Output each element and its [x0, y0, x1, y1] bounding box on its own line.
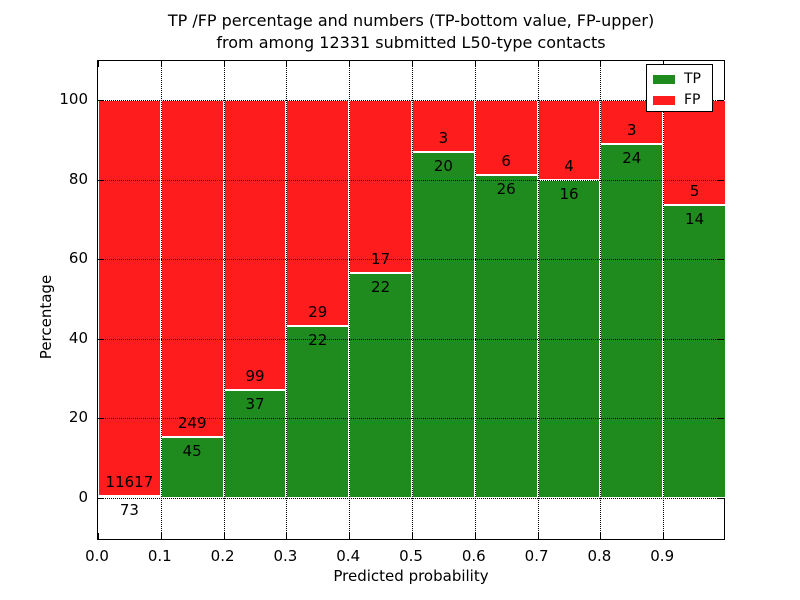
gridline-v-0.5 — [412, 61, 413, 539]
gridline-h-80 — [98, 179, 724, 181]
bar-fp-segment-1 — [160, 100, 224, 438]
gridline-v-0.4 — [349, 61, 351, 539]
y-tick-label-80: 80 — [68, 169, 88, 188]
x-tick-label-0.8: 0.8 — [587, 547, 612, 565]
gridline-v-0.2 — [223, 61, 225, 539]
tp-count-label-0: 73 — [119, 500, 139, 519]
tp-count-label-7: 16 — [559, 184, 579, 203]
legend-swatch-fp — [653, 95, 675, 105]
fp-count-label-1: 249 — [177, 414, 207, 433]
bar-fp-segment-2 — [223, 100, 287, 390]
gridline-v-0.9 — [663, 61, 665, 539]
gridline-h-100 — [98, 100, 724, 101]
legend-swatch-tp — [653, 74, 675, 84]
chart-title-line2: from among 12331 submitted L50-type cont… — [216, 33, 606, 52]
gridline-v-0.1 — [160, 61, 162, 539]
y-tick-label-60: 60 — [68, 249, 88, 268]
gridline-v-0.3 — [286, 61, 288, 539]
fp-count-label-9: 5 — [689, 181, 700, 200]
bar-tp-segment-8 — [600, 144, 664, 498]
bar-tp-segment-3 — [286, 326, 350, 498]
tp-count-label-8: 24 — [622, 149, 642, 168]
fp-count-label-7: 4 — [564, 156, 574, 175]
x-axis-label: Predicted probability — [333, 567, 489, 585]
fp-count-label-4: 17 — [371, 250, 391, 269]
tp-count-label-4: 22 — [371, 278, 391, 297]
y-tick-label-0: 0 — [78, 488, 88, 506]
y-tick-label-100: 100 — [59, 90, 88, 108]
tp-count-label-5: 20 — [433, 156, 453, 175]
tp-count-label-9: 14 — [685, 209, 705, 228]
bar-fp-segment-3 — [286, 100, 350, 327]
bar-fp-segment-0 — [98, 100, 161, 496]
bar-tp-segment-9 — [663, 204, 726, 498]
bar-tp-segment-5 — [412, 151, 475, 498]
gridline-h-40 — [98, 338, 724, 340]
fp-count-label-5: 3 — [438, 128, 449, 147]
legend: TP FP — [646, 64, 713, 112]
x-tick-label-0.4: 0.4 — [336, 547, 361, 565]
x-tick-label-0.6: 0.6 — [461, 547, 486, 565]
x-tick-label-0.0: 0.0 — [85, 547, 109, 565]
fp-count-label-6: 6 — [501, 151, 511, 170]
plot-area: 11617 73 249 45 99 37 29 22 17 22 3 20 6 26 4 16 3 24 5 14 — [97, 60, 726, 540]
legend-label-fp: FP — [684, 92, 701, 108]
fp-count-label-8: 3 — [627, 121, 637, 140]
bar-tp-segment-1 — [160, 437, 224, 498]
gridline-v-0.8 — [600, 61, 602, 539]
bar-fp-segment-9 — [663, 100, 726, 205]
bar-fp-segment-7 — [537, 100, 601, 180]
x-tick-label-0.3: 0.3 — [273, 547, 298, 565]
chart-title-line1: TP /FP percentage and numbers (TP-bottom… — [167, 11, 655, 30]
chart-title: TP /FP percentage and numbers (TP-bottom… — [97, 10, 725, 54]
bar-fp-segment-4 — [349, 100, 412, 274]
bar-tp-segment-6 — [474, 174, 538, 498]
fp-count-label-2: 99 — [245, 366, 265, 385]
x-tick-bottom-0.0 — [98, 533, 99, 539]
gridline-v-0.7 — [537, 61, 539, 539]
legend-item-tp: TP — [653, 72, 701, 86]
y-tick-label-40: 40 — [68, 328, 88, 347]
bar-tp-segment-4 — [349, 273, 412, 498]
x-tick-label-0.1: 0.1 — [147, 547, 172, 565]
x-tick-label-0.9: 0.9 — [650, 547, 675, 565]
legend-item-fp: FP — [653, 93, 701, 107]
gridline-h-0 — [98, 498, 724, 499]
x-tick-label-0.7: 0.7 — [524, 547, 549, 565]
tp-count-label-3: 22 — [308, 331, 328, 350]
bar-fp-segment-6 — [474, 100, 538, 175]
tp-count-label-2: 37 — [245, 394, 265, 413]
tp-count-label-1: 45 — [182, 442, 202, 461]
bar-tp-segment-0 — [98, 495, 161, 498]
gridline-h-60 — [98, 259, 724, 261]
x-tick-label-0.2: 0.2 — [210, 547, 235, 565]
fp-count-label-0: 11617 — [105, 472, 154, 491]
legend-label-tp: TP — [684, 71, 701, 87]
x-tick-top-0.0 — [98, 61, 99, 67]
x-tick-label-0.5: 0.5 — [399, 547, 423, 565]
gridline-v-0.6 — [474, 61, 476, 539]
gridline-h-20 — [98, 418, 724, 420]
y-tick-label-20: 20 — [68, 408, 88, 427]
tp-count-label-6: 26 — [496, 179, 516, 198]
fp-count-label-3: 29 — [308, 303, 328, 322]
